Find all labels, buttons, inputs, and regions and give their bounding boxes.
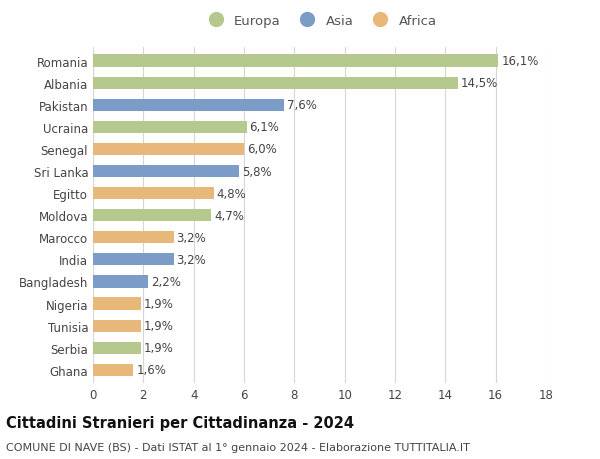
Text: 1,9%: 1,9% bbox=[144, 297, 174, 310]
Bar bbox=[93, 254, 173, 266]
Text: 3,2%: 3,2% bbox=[176, 253, 206, 266]
Text: 3,2%: 3,2% bbox=[176, 231, 206, 244]
Bar bbox=[93, 364, 133, 376]
Text: 2,2%: 2,2% bbox=[151, 275, 181, 288]
Bar bbox=[93, 232, 173, 244]
Bar bbox=[93, 144, 244, 156]
Bar bbox=[93, 342, 141, 354]
Bar bbox=[93, 78, 458, 90]
Text: 1,9%: 1,9% bbox=[144, 319, 174, 332]
Bar bbox=[93, 166, 239, 178]
Text: 1,6%: 1,6% bbox=[136, 364, 166, 376]
Bar bbox=[93, 56, 498, 67]
Text: 6,1%: 6,1% bbox=[250, 121, 280, 134]
Bar bbox=[93, 122, 247, 134]
Bar bbox=[93, 320, 141, 332]
Text: 6,0%: 6,0% bbox=[247, 143, 277, 156]
Text: 4,8%: 4,8% bbox=[217, 187, 247, 200]
Bar bbox=[93, 298, 141, 310]
Text: 4,7%: 4,7% bbox=[214, 209, 244, 222]
Legend: Europa, Asia, Africa: Europa, Asia, Africa bbox=[202, 15, 437, 28]
Text: 7,6%: 7,6% bbox=[287, 99, 317, 112]
Text: Cittadini Stranieri per Cittadinanza - 2024: Cittadini Stranieri per Cittadinanza - 2… bbox=[6, 415, 354, 431]
Text: 16,1%: 16,1% bbox=[501, 55, 539, 68]
Text: 1,9%: 1,9% bbox=[144, 341, 174, 354]
Bar bbox=[93, 188, 214, 200]
Bar bbox=[93, 100, 284, 112]
Text: 5,8%: 5,8% bbox=[242, 165, 272, 178]
Text: 14,5%: 14,5% bbox=[461, 77, 498, 90]
Bar bbox=[93, 276, 148, 288]
Bar bbox=[93, 210, 211, 222]
Text: COMUNE DI NAVE (BS) - Dati ISTAT al 1° gennaio 2024 - Elaborazione TUTTITALIA.IT: COMUNE DI NAVE (BS) - Dati ISTAT al 1° g… bbox=[6, 442, 470, 452]
